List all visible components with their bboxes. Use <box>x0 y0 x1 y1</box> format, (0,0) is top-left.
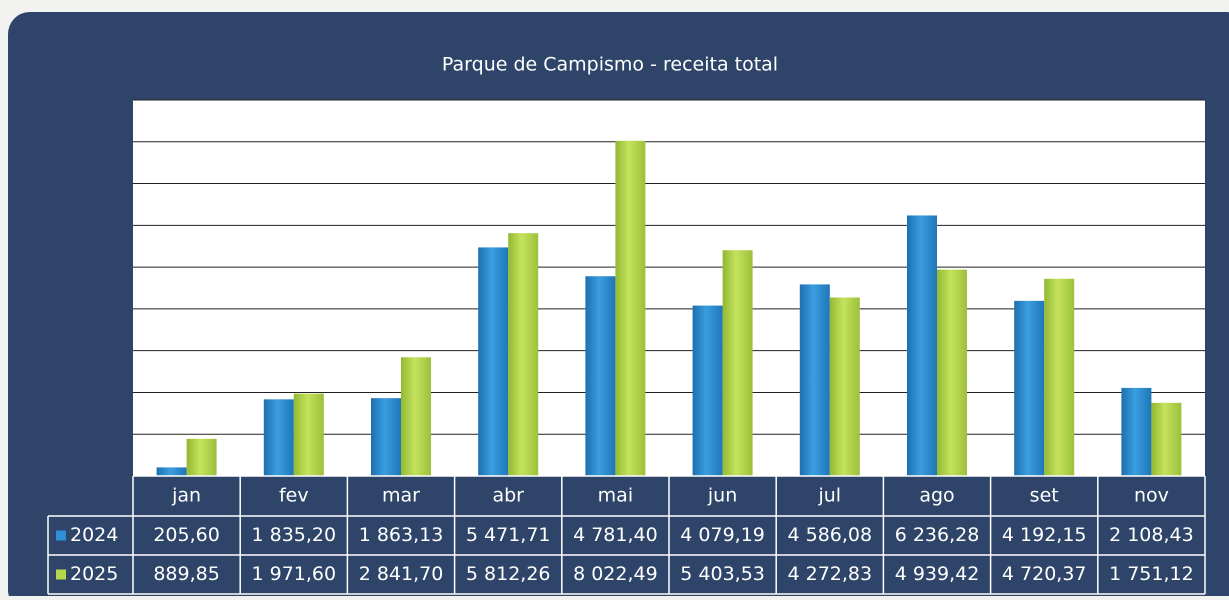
bar <box>1044 278 1075 476</box>
data-label: 1 971,60 <box>251 563 336 585</box>
data-label: 6 236,28 <box>895 524 980 546</box>
bar <box>615 140 646 476</box>
bar <box>1121 387 1152 476</box>
data-label: 4 781,40 <box>573 524 658 546</box>
data-label: 5 812,26 <box>466 563 551 585</box>
data-label: 5 471,71 <box>466 524 551 546</box>
legend-key <box>56 530 66 541</box>
x-tick-label: nov <box>1134 485 1169 507</box>
data-label: 2 841,70 <box>359 563 444 585</box>
data-label: 4 272,83 <box>787 563 872 585</box>
legend-key <box>56 569 66 580</box>
bar <box>293 393 324 476</box>
legend-label: 2025 <box>70 563 118 585</box>
bar <box>263 399 294 476</box>
bar <box>585 276 616 476</box>
data-label: 4 720,37 <box>1002 563 1087 585</box>
data-label: 8 022,49 <box>573 563 658 585</box>
data-label: 4 586,08 <box>787 524 872 546</box>
bar <box>692 305 723 476</box>
data-label: 4 939,42 <box>895 563 980 585</box>
x-tick-label: mai <box>598 485 633 507</box>
bar <box>907 215 937 476</box>
x-tick-label: jan <box>171 485 201 507</box>
bar <box>508 233 539 476</box>
x-tick-label: mar <box>382 485 420 507</box>
legend-label: 2024 <box>70 524 118 546</box>
bar <box>799 284 830 476</box>
x-tick-label: fev <box>279 485 309 507</box>
x-tick-label: abr <box>492 485 524 507</box>
bar <box>371 398 401 476</box>
data-label: 2 108,43 <box>1109 524 1194 546</box>
data-label: 4 079,19 <box>680 524 765 546</box>
bar <box>1014 300 1045 476</box>
data-label: 5 403,53 <box>680 563 765 585</box>
data-label: 4 192,15 <box>1002 524 1087 546</box>
x-tick-label: jul <box>817 485 841 507</box>
bar <box>156 467 187 476</box>
bar <box>186 438 217 476</box>
x-tick-label: jun <box>707 485 737 507</box>
chart-title: Parque de Campismo - receita total <box>442 54 778 76</box>
data-label: 1 863,13 <box>359 524 444 546</box>
bar <box>401 357 431 476</box>
bar <box>478 247 509 476</box>
bar <box>937 269 967 476</box>
data-label: 205,60 <box>153 524 219 546</box>
bar <box>1151 402 1182 476</box>
bar <box>722 250 753 476</box>
data-label: 1 835,20 <box>251 524 336 546</box>
bar <box>829 297 860 476</box>
x-tick-label: set <box>1030 485 1059 507</box>
data-label: 1 751,12 <box>1109 563 1194 585</box>
data-label: 889,85 <box>153 563 219 585</box>
x-tick-label: ago <box>919 485 954 507</box>
